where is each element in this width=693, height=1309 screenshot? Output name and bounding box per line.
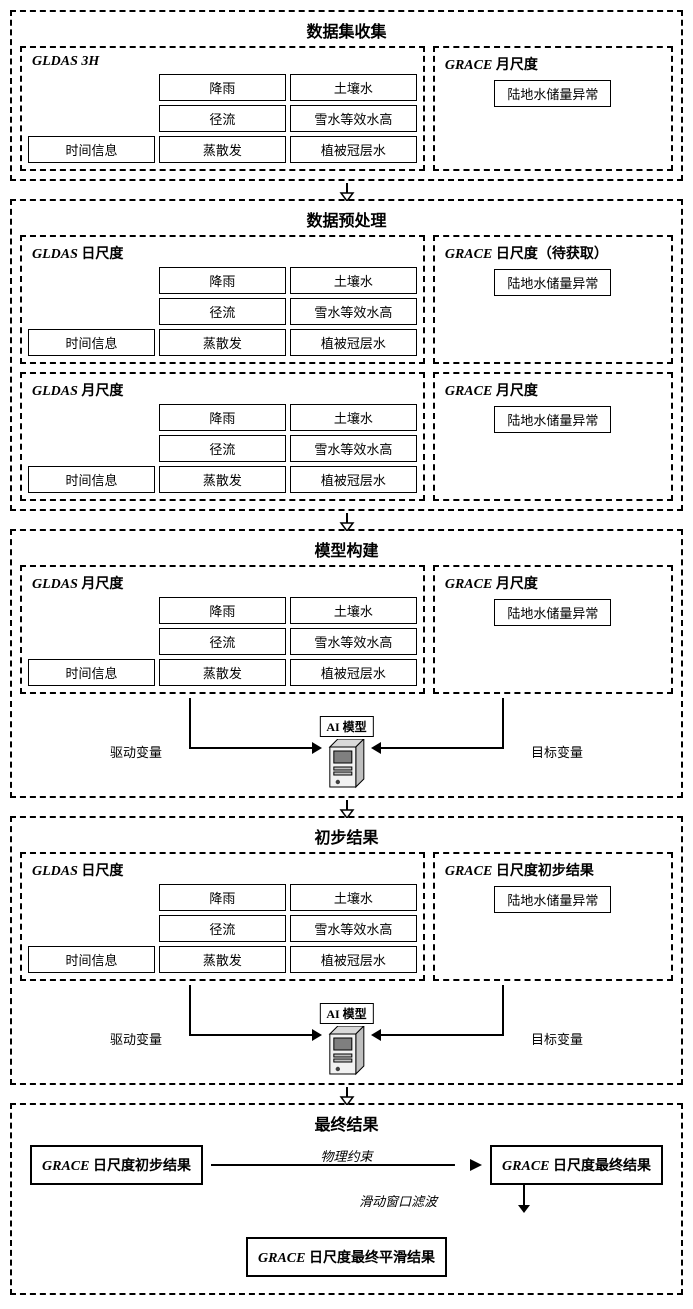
cell-empty [28, 105, 155, 132]
cell: 降雨 [159, 884, 286, 911]
box-final: GRACE 日尺度最终结果 [490, 1145, 663, 1185]
panel-header: GRACE 月尺度 [441, 54, 665, 74]
cell: 蒸散发 [159, 946, 286, 973]
cell: 降雨 [159, 597, 286, 624]
cell: 蒸散发 [159, 136, 286, 163]
ai-model-row: 驱动变量 目标变量 AI 模型 [20, 985, 673, 1075]
cell: 土壤水 [290, 74, 417, 101]
var-grid: 降雨 土壤水 径流 雪水等效水高 时间信息 蒸散发 植被冠层水 [28, 74, 417, 163]
cell: 时间信息 [28, 659, 155, 686]
cell: 时间信息 [28, 946, 155, 973]
server-icon [326, 1026, 368, 1076]
single-cell-wrap: 陆地水储量异常 [441, 80, 665, 107]
panel-gldas: GLDAS 日尺度 降雨 土壤水 径流 雪水等效水高 时间信息 蒸散发 植被冠层… [20, 852, 425, 981]
cell: 时间信息 [28, 136, 155, 163]
panel-gldas: GLDAS 3H 降雨 土壤水 径流 雪水等效水高 时间信息 蒸散发 植被冠层水 [20, 46, 425, 171]
cell: 降雨 [159, 404, 286, 431]
cell: 雪水等效水高 [290, 105, 417, 132]
edge-smooth: 滑动窗口滤波 [30, 1185, 663, 1213]
stage-preprocess: 数据预处理 GLDAS 日尺度 降雨 土壤水 径流 雪水等效水高 时间信息 蒸散… [10, 199, 683, 511]
panel-header: GLDAS 月尺度 [28, 380, 417, 400]
cell: 径流 [159, 435, 286, 462]
cell: 土壤水 [290, 884, 417, 911]
cell: 径流 [159, 915, 286, 942]
ai-model-box: AI 模型 [319, 716, 373, 789]
arrow-left-icon [20, 985, 350, 1075]
server-icon [326, 739, 368, 789]
cell: 雪水等效水高 [290, 915, 417, 942]
cell: 降雨 [159, 267, 286, 294]
ai-model-box: AI 模型 [319, 1003, 373, 1076]
edge-physical: 物理约束 [211, 1150, 482, 1180]
panel-grace: GRACE 月尺度 陆地水储量异常 [433, 565, 673, 694]
arrow-left-icon [20, 698, 350, 788]
cell: 植被冠层水 [290, 136, 417, 163]
stage-title: 模型构建 [20, 537, 673, 561]
cell: 植被冠层水 [290, 946, 417, 973]
cell: 陆地水储量异常 [494, 269, 611, 296]
cell: 雪水等效水高 [290, 435, 417, 462]
panel-gldas: GLDAS 月尺度 降雨 土壤水 径流 雪水等效水高 时间信息 蒸散发 植被冠层… [20, 565, 425, 694]
stage-model-build: 模型构建 GLDAS 月尺度 降雨 土壤水 径流 雪水等效水高 时间信息 蒸散发… [10, 529, 683, 798]
cell: 植被冠层水 [290, 659, 417, 686]
ai-model-label: AI 模型 [319, 1003, 373, 1024]
panel-header: GRACE 日尺度（待获取） [441, 243, 665, 263]
cell: 雪水等效水高 [290, 628, 417, 655]
drive-var-label: 驱动变量 [110, 742, 162, 761]
cell: 陆地水储量异常 [494, 80, 611, 107]
drive-var-label: 驱动变量 [110, 1029, 162, 1048]
cell: 陆地水储量异常 [494, 599, 611, 626]
ai-model-row: 驱动变量 目标变量 AI 模型 [20, 698, 673, 788]
cell: 径流 [159, 105, 286, 132]
panel-grace-monthly: GRACE 月尺度 陆地水储量异常 [433, 372, 673, 501]
stage-title: 初步结果 [20, 824, 673, 848]
panel-gldas-daily: GLDAS 日尺度 降雨 土壤水 径流 雪水等效水高 时间信息 蒸散发 植被冠层… [20, 235, 425, 364]
final-grid: GRACE 日尺度初步结果 物理约束 GRACE 日尺度最终结果 滑动窗口滤波 [20, 1139, 673, 1285]
edge-label: 滑动窗口滤波 [359, 1191, 437, 1210]
arrow-right-icon [343, 698, 673, 788]
panel-header: GRACE 月尺度 [441, 380, 665, 400]
panel-gldas-monthly: GLDAS 月尺度 降雨 土壤水 径流 雪水等效水高 时间信息 蒸散发 植被冠层… [20, 372, 425, 501]
panel-grace: GRACE 日尺度初步结果 陆地水储量异常 [433, 852, 673, 981]
stage-final-result: 最终结果 GRACE 日尺度初步结果 物理约束 GRACE 日尺度最终结果 [10, 1103, 683, 1295]
cell: 植被冠层水 [290, 466, 417, 493]
box-smooth: GRACE 日尺度最终平滑结果 [246, 1237, 447, 1277]
target-var-label: 目标变量 [531, 1029, 583, 1048]
cell: 陆地水储量异常 [494, 406, 611, 433]
stage-title: 数据集收集 [20, 18, 673, 42]
arrow-right-icon [343, 985, 673, 1075]
cell: 陆地水储量异常 [494, 886, 611, 913]
panel-grace: GRACE 月尺度 陆地水储量异常 [433, 46, 673, 171]
stage-title: 最终结果 [20, 1111, 673, 1135]
stage-title: 数据预处理 [20, 207, 673, 231]
ai-model-label: AI 模型 [319, 716, 373, 737]
cell: 径流 [159, 298, 286, 325]
panel-header: GLDAS 日尺度 [28, 243, 417, 263]
cell: 雪水等效水高 [290, 298, 417, 325]
cell: 蒸散发 [159, 466, 286, 493]
cell: 径流 [159, 628, 286, 655]
panel-grace-daily: GRACE 日尺度（待获取） 陆地水储量异常 [433, 235, 673, 364]
cell: 时间信息 [28, 466, 155, 493]
stage-body: GLDAS 3H 降雨 土壤水 径流 雪水等效水高 时间信息 蒸散发 植被冠层水… [20, 46, 673, 171]
target-var-label: 目标变量 [531, 742, 583, 761]
cell: 土壤水 [290, 404, 417, 431]
panel-header: GLDAS 3H [28, 54, 417, 70]
stage-prelim-result: 初步结果 GLDAS 日尺度 降雨 土壤水 径流 雪水等效水高 时间信息 蒸散发… [10, 816, 683, 1085]
cell: 蒸散发 [159, 329, 286, 356]
edge-label: 物理约束 [320, 1146, 372, 1165]
cell: 蒸散发 [159, 659, 286, 686]
stage-data-collection: 数据集收集 GLDAS 3H 降雨 土壤水 径流 雪水等效水高 时间信息 蒸散发… [10, 10, 683, 181]
cell-empty [28, 74, 155, 101]
cell: 植被冠层水 [290, 329, 417, 356]
cell: 时间信息 [28, 329, 155, 356]
cell: 降雨 [159, 74, 286, 101]
cell: 土壤水 [290, 597, 417, 624]
box-prelim: GRACE 日尺度初步结果 [30, 1145, 203, 1185]
cell: 土壤水 [290, 267, 417, 294]
